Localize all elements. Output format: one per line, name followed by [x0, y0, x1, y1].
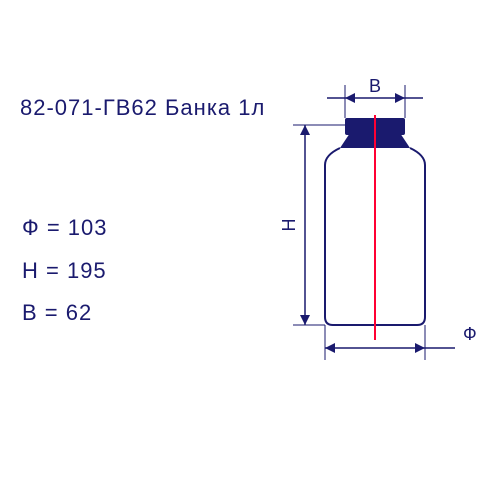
svg-text:Н: Н: [279, 219, 299, 232]
spec-phi: Ф = 103: [22, 215, 108, 241]
svg-text:Ф: Ф: [463, 324, 477, 344]
spec-h: Н = 195: [22, 258, 107, 284]
drawing-title: 82-071-ГВ62 Банка 1л: [20, 95, 265, 121]
jar-diagram: В Н Ф: [265, 70, 495, 360]
svg-text:В: В: [369, 76, 381, 96]
spec-b: В = 62: [22, 300, 92, 326]
